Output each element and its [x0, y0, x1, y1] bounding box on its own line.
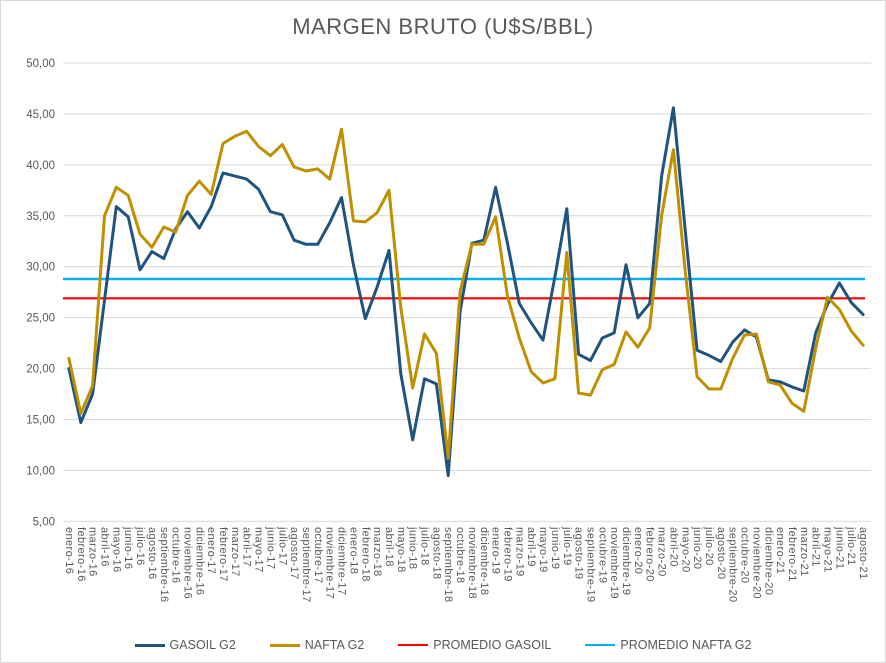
x-tick-label: octubre-20	[739, 527, 751, 584]
y-tick-label: 10,00	[26, 465, 55, 477]
x-tick-label: octubre-19	[596, 527, 608, 584]
x-tick-label: marzo-17	[229, 527, 241, 577]
x-tick-label: agosto-19	[573, 527, 585, 580]
x-tick-label: enero-17	[205, 527, 217, 574]
y-tick-label: 50,00	[26, 58, 55, 70]
series-line-nafta-g2[interactable]	[67, 127, 865, 460]
x-tick-label: octubre-18	[454, 527, 466, 584]
y-tick-label: 15,00	[26, 415, 55, 427]
x-tick-label: noviembre-16	[181, 527, 193, 599]
x-tick-label: junio-20	[691, 526, 703, 569]
x-tick-label: mayo-16	[110, 527, 122, 573]
x-tick-label: diciembre-17	[336, 527, 348, 595]
x-tick-label: agosto-16	[146, 527, 158, 580]
x-tick-label: diciembre-16	[193, 527, 205, 595]
legend-label: PROMEDIO NAFTA G2	[620, 638, 752, 652]
x-tick-label: agosto-21	[857, 527, 869, 580]
x-tick-label: enero-18	[347, 527, 359, 574]
x-tick-label: febrero-19	[501, 527, 513, 582]
x-tick-label: septiembre-20	[727, 527, 739, 603]
x-tick-label: febrero-16	[75, 527, 87, 582]
x-tick-label: julio-19	[561, 526, 573, 566]
x-tick-label: mayo-19	[537, 527, 549, 573]
x-tick-label: noviembre-18	[466, 527, 478, 599]
x-tick-label: marzo-16	[87, 527, 99, 577]
legend-line-swatch	[585, 644, 616, 646]
x-tick-label: enero-19	[490, 527, 502, 574]
x-tick-label: enero-16	[63, 527, 75, 574]
x-tick-label: febrero-18	[359, 527, 371, 582]
legend-item-promedio-nafta-g2[interactable]: PROMEDIO NAFTA G2	[585, 638, 751, 652]
x-tick-label: octubre-16	[170, 527, 182, 584]
x-tick-label: noviembre-20	[750, 527, 762, 599]
x-tick-label: marzo-21	[798, 527, 810, 577]
y-tick-label: 20,00	[26, 364, 55, 376]
x-tick-label: noviembre-19	[608, 527, 620, 599]
x-tick-label: abril-19	[525, 527, 537, 567]
x-tick-label: diciembre-20	[762, 527, 774, 595]
x-tick-label: diciembre-18	[478, 527, 490, 595]
legend-item-promedio-gasoil[interactable]: PROMEDIO GASOIL	[398, 638, 551, 652]
y-tick-label: 5,00	[33, 516, 55, 528]
x-tick-label: septiembre-16	[158, 527, 170, 603]
chart-legend: GASOIL G2 NAFTA G2 PROMEDIO GASOIL PROMEDIO…	[1, 638, 885, 652]
x-tick-label: marzo-18	[371, 527, 383, 577]
legend-line-swatch	[269, 643, 300, 647]
x-tick-label: enero-21	[774, 527, 786, 574]
x-tick-label: julio-21	[845, 526, 857, 566]
x-tick-label: abril-16	[98, 527, 110, 567]
legend-item-gasoil-g2[interactable]: GASOIL G2	[134, 638, 236, 652]
x-tick-label: septiembre-17	[300, 527, 312, 603]
x-tick-label: febrero-21	[786, 527, 798, 582]
x-tick-label: abril-20	[667, 527, 679, 567]
x-tick-label: junio-18	[407, 526, 419, 569]
x-tick-label: mayo-21	[822, 527, 834, 573]
x-tick-label: junio-17	[264, 526, 276, 569]
x-tick-label: mayo-18	[395, 527, 407, 573]
legend-line-swatch	[398, 644, 429, 646]
legend-label: PROMEDIO GASOIL	[433, 638, 552, 652]
x-tick-label: septiembre-18	[442, 527, 454, 603]
x-tick-label: junio-19	[549, 526, 561, 569]
x-tick-label: enero-20	[632, 527, 644, 574]
x-tick-label: marzo-19	[513, 527, 525, 577]
series-line-gasoil-g2[interactable]	[67, 106, 865, 478]
legend-label: NAFTA G2	[304, 638, 365, 652]
x-tick-label: abril-18	[383, 527, 395, 567]
x-tick-label: diciembre-19	[620, 527, 632, 595]
legend-item-nafta-g2[interactable]: NAFTA G2	[269, 638, 365, 652]
x-tick-label: febrero-20	[644, 527, 656, 582]
x-tick-label: julio-18	[419, 526, 431, 566]
x-tick-label: agosto-20	[715, 527, 727, 580]
x-tick-label: marzo-20	[656, 527, 668, 577]
x-tick-label: agosto-18	[430, 527, 442, 580]
y-tick-label: 25,00	[26, 313, 55, 325]
legend-line-swatch	[134, 643, 165, 647]
x-tick-label: septiembre-19	[584, 527, 596, 603]
x-tick-label: mayo-17	[253, 527, 265, 573]
x-tick-label: junio-21	[833, 526, 845, 569]
chart-title: MARGEN BRUTO (U$S/BBL)	[292, 14, 594, 39]
x-tick-label: julio-16	[134, 526, 146, 566]
y-tick-label: 45,00	[26, 109, 55, 121]
x-tick-label: julio-17	[276, 526, 288, 566]
x-tick-label: abril-17	[241, 527, 253, 567]
x-tick-label: febrero-17	[217, 527, 229, 582]
x-tick-label: abril-21	[810, 527, 822, 567]
y-tick-label: 40,00	[26, 160, 55, 172]
x-tick-label: mayo-20	[679, 527, 691, 573]
x-tick-label: octubre-17	[312, 527, 324, 584]
y-tick-label: 35,00	[26, 211, 55, 223]
x-tick-label: julio-20	[703, 526, 715, 566]
x-tick-label: noviembre-17	[324, 527, 336, 599]
y-tick-label: 30,00	[26, 262, 55, 274]
legend-label: GASOIL G2	[169, 638, 236, 652]
x-tick-label: junio-16	[122, 526, 134, 569]
x-tick-label: agosto-17	[288, 527, 300, 580]
